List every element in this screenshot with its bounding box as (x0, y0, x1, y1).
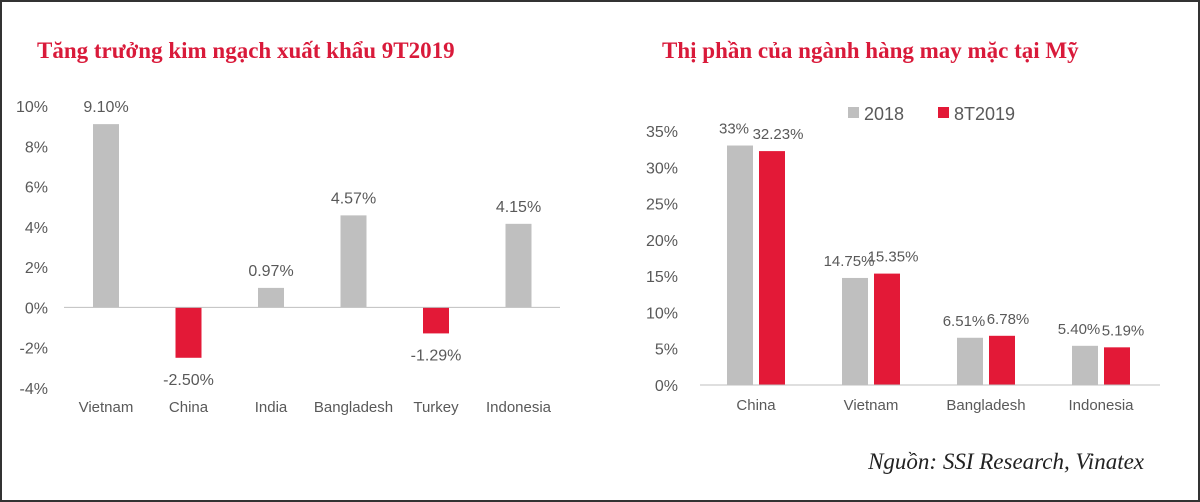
bar-indonesia-8t2019 (1104, 347, 1130, 385)
data-label-turkey: -1.29% (411, 347, 462, 364)
bar-bangladesh-2018 (957, 337, 983, 385)
legend-swatch-8t2019 (938, 107, 949, 118)
y-tick-label: 6% (25, 180, 48, 197)
y-tick-label: 2% (25, 260, 48, 277)
legend-swatch-2018 (848, 107, 859, 118)
data-label-bangladesh-2018: 6.51% (943, 313, 986, 330)
bar-vietnam-8t2019 (874, 273, 900, 385)
y-tick-label: 10% (646, 305, 678, 322)
bar-china-8t2019 (759, 151, 785, 385)
y-tick-label: -4% (20, 381, 48, 398)
y-tick-label: 30% (646, 160, 678, 177)
y-tick-label: 35% (646, 124, 678, 141)
x-category-label: China (169, 399, 209, 416)
source-note: Nguồn: SSI Research, Vinatex (868, 449, 1144, 474)
x-category-label: Turkey (413, 399, 459, 416)
x-category-label: Indonesia (1068, 397, 1134, 414)
data-label-bangladesh-8t2019: 6.78% (987, 311, 1030, 328)
legend-label-2018: 2018 (864, 104, 904, 124)
x-category-label: Vietnam (79, 399, 134, 416)
y-tick-label: 4% (25, 220, 48, 237)
x-category-label: Vietnam (844, 397, 899, 414)
data-label-india: 0.97% (248, 263, 293, 280)
data-label-indonesia-8t2019: 5.19% (1102, 322, 1145, 339)
y-tick-label: 15% (646, 269, 678, 286)
data-label-vietnam: 9.10% (83, 99, 128, 116)
bar-indonesia (505, 223, 532, 308)
bar-bangladesh (340, 215, 367, 308)
y-tick-label: 0% (655, 378, 678, 395)
y-tick-label: 10% (16, 99, 48, 116)
bar-vietnam (93, 124, 119, 308)
y-tick-label: 8% (25, 139, 48, 156)
data-label-bangladesh: 4.57% (331, 190, 376, 207)
data-label-indonesia: 4.15% (496, 199, 541, 216)
x-category-label: India (255, 399, 288, 416)
data-label-china: -2.50% (163, 372, 214, 389)
us-market-share-chart-title: Thị phần của ngành hàng may mặc tại Mỹ (662, 38, 1079, 63)
y-tick-label: 5% (655, 342, 678, 359)
x-category-label: Bangladesh (314, 399, 393, 416)
bar-bangladesh-8t2019 (989, 335, 1015, 385)
bar-turkey (423, 307, 449, 334)
bar-china (175, 307, 202, 358)
data-label-indonesia-2018: 5.40% (1058, 321, 1101, 338)
data-label-vietnam-8t2019: 15.35% (868, 249, 919, 266)
x-category-label: China (736, 397, 776, 414)
y-tick-label: 20% (646, 233, 678, 250)
bar-vietnam-2018 (842, 277, 868, 385)
bar-india (258, 287, 284, 308)
data-label-vietnam-2018: 14.75% (824, 253, 875, 270)
export-growth-chart: 10% 8% 6% 4% 2% 0% -2% -4% 9.10% Vietnam -2.50% Chi… (16, 99, 560, 416)
y-tick-label: 0% (25, 300, 48, 317)
bar-china-2018 (727, 145, 753, 385)
bar-indonesia-2018 (1072, 345, 1098, 385)
y-tick-label: -2% (20, 341, 48, 358)
y-tick-label: 25% (646, 197, 678, 214)
data-label-china-8t2019: 32.23% (753, 126, 804, 143)
x-category-label: Bangladesh (946, 397, 1025, 414)
export-growth-chart-title: Tăng trưởng kim ngạch xuất khẩu 9T2019 (37, 38, 455, 63)
x-category-label: Indonesia (486, 399, 552, 416)
data-label-china-2018: 33% (719, 121, 749, 138)
legend-label-8t2019: 8T2019 (954, 104, 1015, 124)
